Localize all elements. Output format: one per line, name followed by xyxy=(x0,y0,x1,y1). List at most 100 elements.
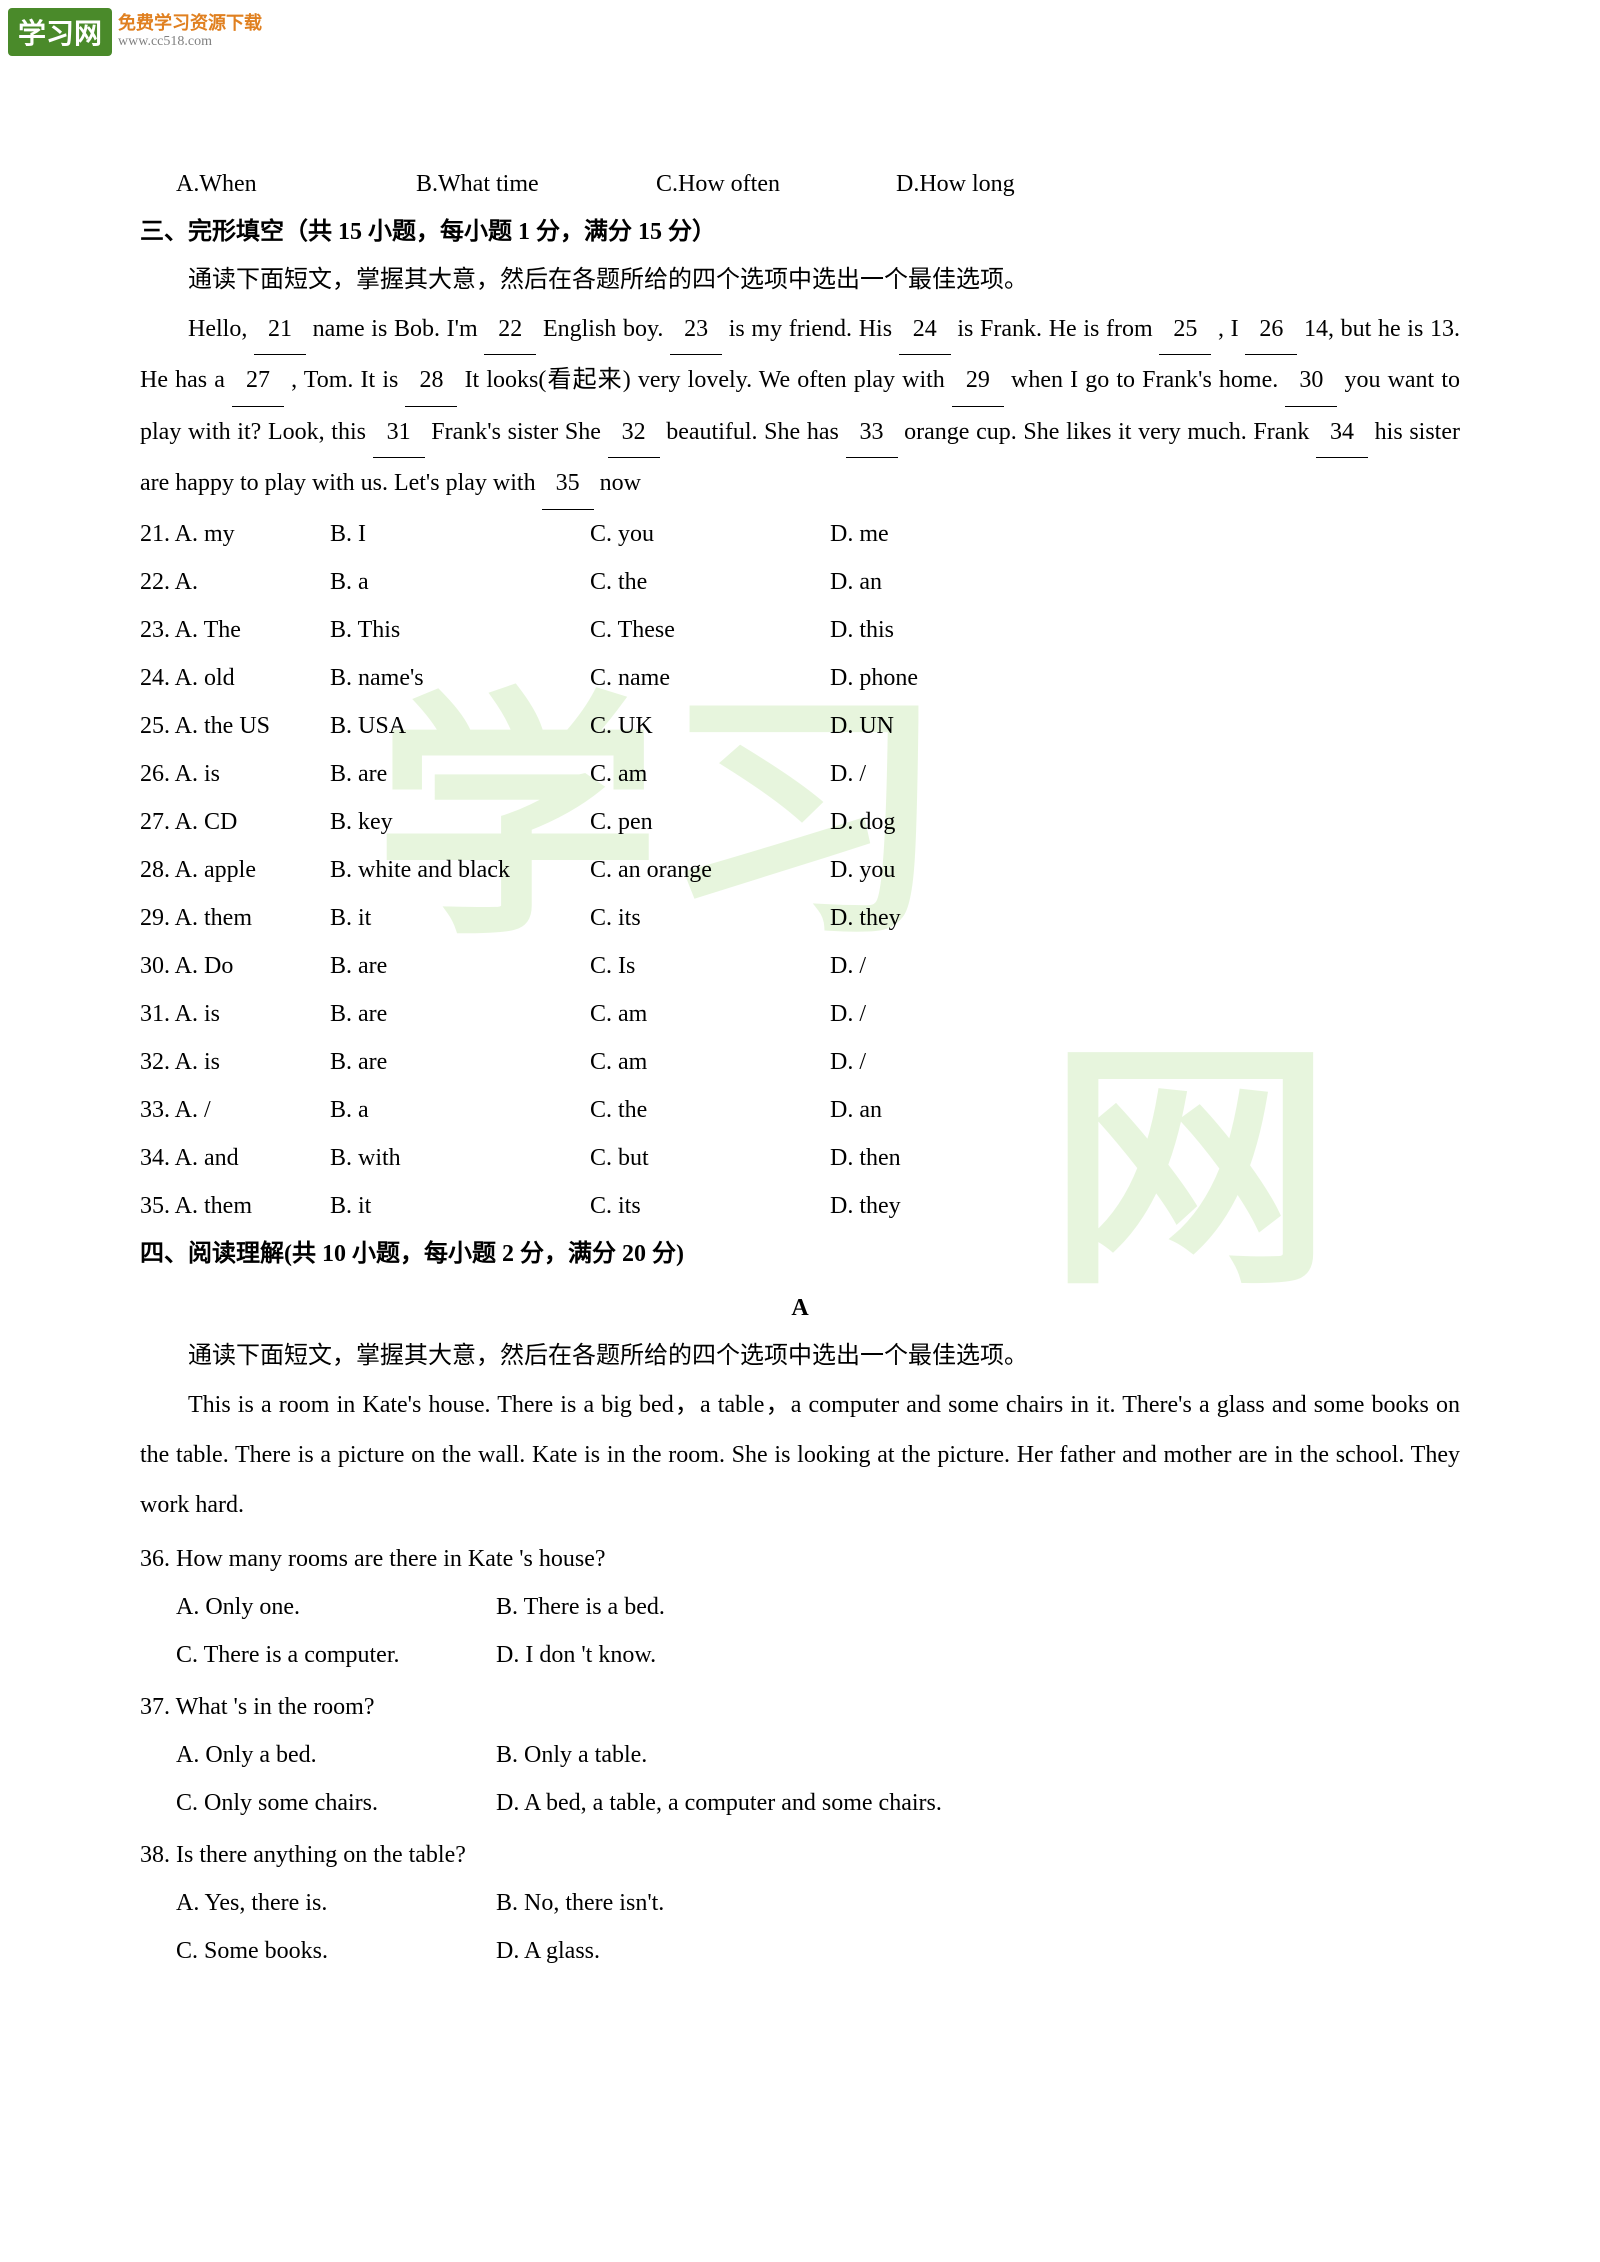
choice-row: 34. A. andB. withC. butD. then xyxy=(140,1134,1460,1182)
answer-row: C. Some books.D. A glass. xyxy=(140,1927,1460,1975)
answer-option: C. There is a computer. xyxy=(176,1631,496,1679)
choice-a: 31. A. is xyxy=(140,990,330,1038)
cloze-text: English boy. xyxy=(536,316,670,342)
q20-option-d: D.How long xyxy=(896,160,1136,208)
choice-d: D. phone xyxy=(830,654,1030,702)
q20-option-c: C.How often xyxy=(656,160,896,208)
choice-row: 32. A. isB. areC. amD. / xyxy=(140,1038,1460,1086)
choice-a: 28. A. apple xyxy=(140,846,330,894)
choice-row: 27. A. CDB. keyC. penD. dog xyxy=(140,798,1460,846)
choice-a: 25. A. the US xyxy=(140,702,330,750)
choice-a: 34. A. and xyxy=(140,1134,330,1182)
cloze-choices: 21. A. myB. IC. youD. me22. A.B. aC. the… xyxy=(140,510,1460,1230)
cloze-text: orange cup. She likes it very much. Fran… xyxy=(898,419,1317,445)
blank-34: 34 xyxy=(1316,407,1368,458)
blank-28: 28 xyxy=(405,355,457,406)
answer-option: C. Only some chairs. xyxy=(176,1779,496,1827)
choice-b: B. key xyxy=(330,798,590,846)
choice-c: C. am xyxy=(590,990,830,1038)
choice-d: D. dog xyxy=(830,798,1030,846)
choice-c: C. am xyxy=(590,1038,830,1086)
cloze-text: It looks(看起来) very lovely. We often play… xyxy=(457,367,951,393)
choice-row: 33. A. /B. aC. theD. an xyxy=(140,1086,1460,1134)
cloze-text: name is Bob. I'm xyxy=(306,316,484,342)
choice-row: 30. A. DoB. areC. IsD. / xyxy=(140,942,1460,990)
cloze-text: , Tom. It is xyxy=(284,367,405,393)
blank-30: 30 xyxy=(1285,355,1337,406)
answer-option: C. Some books. xyxy=(176,1927,496,1975)
choice-a: 30. A. Do xyxy=(140,942,330,990)
q20-options: A.When B.What time C.How often D.How lon… xyxy=(140,160,1460,208)
blank-29: 29 xyxy=(952,355,1004,406)
choice-b: B. are xyxy=(330,1038,590,1086)
section-3-instruction: 通读下面短文，掌握其大意，然后在各题所给的四个选项中选出一个最佳选项。 xyxy=(140,256,1460,304)
choice-d: D. you xyxy=(830,846,1030,894)
choice-d: D. me xyxy=(830,510,1030,558)
choice-row: 35. A. themB. itC. itsD. they xyxy=(140,1182,1460,1230)
cloze-text: is my friend. His xyxy=(722,316,899,342)
section-4-instruction: 通读下面短文，掌握其大意，然后在各题所给的四个选项中选出一个最佳选项。 xyxy=(140,1332,1460,1380)
reading-part-label: A xyxy=(140,1284,1460,1332)
choice-c: C. name xyxy=(590,654,830,702)
choice-c: C. its xyxy=(590,1182,830,1230)
section-3-title: 三、完形填空（共 15 小题，每小题 1 分，满分 15 分） xyxy=(140,208,1460,256)
choice-c: C. its xyxy=(590,894,830,942)
choice-b: B. it xyxy=(330,1182,590,1230)
answer-option: B. Only a table. xyxy=(496,1731,1460,1779)
answer-row: A. Yes, there is.B. No, there isn't. xyxy=(140,1879,1460,1927)
choice-c: C. pen xyxy=(590,798,830,846)
answer-option: D. A bed, a table, a computer and some c… xyxy=(496,1779,1460,1827)
choice-d: D. this xyxy=(830,606,1030,654)
answer-row: A. Only a bed.B. Only a table. xyxy=(140,1731,1460,1779)
choice-c: C. an orange xyxy=(590,846,830,894)
choice-b: B. white and black xyxy=(330,846,590,894)
choice-b: B. with xyxy=(330,1134,590,1182)
cloze-text: Hello, xyxy=(188,316,254,342)
choice-d: D. an xyxy=(830,1086,1030,1134)
answer-option: B. There is a bed. xyxy=(496,1583,1460,1631)
blank-24: 24 xyxy=(899,304,951,355)
answer-option: A. Yes, there is. xyxy=(176,1879,496,1927)
choice-d: D. they xyxy=(830,1182,1030,1230)
choice-row: 29. A. themB. itC. itsD. they xyxy=(140,894,1460,942)
choice-c: C. am xyxy=(590,750,830,798)
q20-option-a: A.When xyxy=(176,160,416,208)
blank-22: 22 xyxy=(484,304,536,355)
choice-a: 33. A. / xyxy=(140,1086,330,1134)
choice-row: 22. A.B. aC. theD. an xyxy=(140,558,1460,606)
choice-b: B. are xyxy=(330,990,590,1038)
answer-row: A. Only one.B. There is a bed. xyxy=(140,1583,1460,1631)
reading-passage-text: This is a room in Kate's house. There is… xyxy=(140,1392,1460,1519)
choice-row: 25. A. the USB. USAC. UKD. UN xyxy=(140,702,1460,750)
cloze-text: beautiful. She has xyxy=(660,419,846,445)
choice-a: 23. A. The xyxy=(140,606,330,654)
choice-a: 27. A. CD xyxy=(140,798,330,846)
choice-b: B. a xyxy=(330,1086,590,1134)
choice-b: B. USA xyxy=(330,702,590,750)
answer-option: A. Only a bed. xyxy=(176,1731,496,1779)
blank-33: 33 xyxy=(846,407,898,458)
choice-c: C. but xyxy=(590,1134,830,1182)
choice-a: 21. A. my xyxy=(140,510,330,558)
blank-31: 31 xyxy=(373,407,425,458)
cloze-text: , I xyxy=(1211,316,1245,342)
choice-b: B. it xyxy=(330,894,590,942)
reading-passage: This is a room in Kate's house. There is… xyxy=(140,1380,1460,1531)
choice-row: 26. A. isB. areC. amD. / xyxy=(140,750,1460,798)
reading-question: 36. How many rooms are there in Kate 's … xyxy=(140,1535,1460,1583)
choice-a: 26. A. is xyxy=(140,750,330,798)
answer-option: B. No, there isn't. xyxy=(496,1879,1460,1927)
choice-d: D. they xyxy=(830,894,1030,942)
blank-23: 23 xyxy=(670,304,722,355)
cloze-text: when I go to Frank's home. xyxy=(1004,367,1285,393)
answer-option: D. A glass. xyxy=(496,1927,1460,1975)
choice-b: B. a xyxy=(330,558,590,606)
choice-c: C. These xyxy=(590,606,830,654)
cloze-text: is Frank. He is from xyxy=(951,316,1160,342)
choice-b: B. name's xyxy=(330,654,590,702)
choice-a: 22. A. xyxy=(140,558,330,606)
choice-a: 29. A. them xyxy=(140,894,330,942)
answer-row: C. Only some chairs.D. A bed, a table, a… xyxy=(140,1779,1460,1827)
choice-a: 35. A. them xyxy=(140,1182,330,1230)
reading-question: 37. What 's in the room? xyxy=(140,1683,1460,1731)
